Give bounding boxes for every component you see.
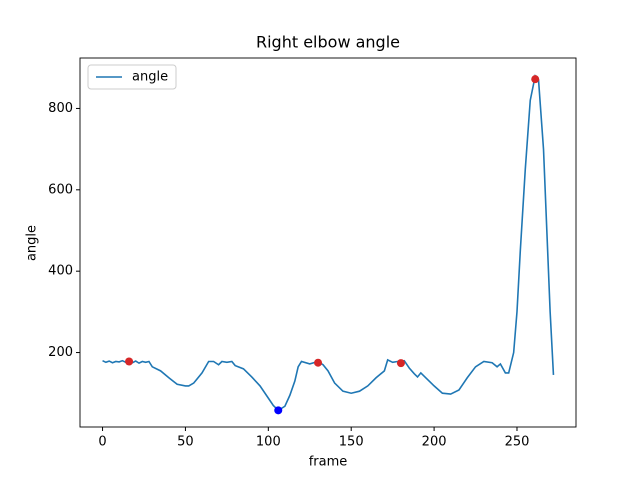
x-tick-label: 200 [422, 435, 447, 450]
x-tick-label: 150 [339, 435, 364, 450]
marker-point [274, 406, 283, 415]
x-tick-label: 50 [177, 435, 194, 450]
legend-box [87, 64, 177, 90]
marker-point [314, 358, 323, 367]
x-tick-label: 100 [256, 435, 281, 450]
marker-point [125, 357, 134, 366]
y-tick-label: 600 [48, 182, 73, 197]
y-tick-label: 800 [48, 101, 73, 116]
y-tick-label: 400 [48, 264, 73, 279]
x-axis-label: frame [309, 455, 348, 470]
legend-label: angle [132, 70, 168, 85]
axes-frame [79, 57, 577, 428]
y-tick-label: 200 [48, 345, 73, 360]
x-tick-label: 0 [98, 435, 106, 450]
marker-point [396, 359, 405, 368]
y-axis-label: angle [25, 225, 40, 261]
line [102, 74, 555, 412]
chart-title: Right elbow angle [256, 33, 400, 52]
marker-point [531, 75, 540, 84]
x-tick-label: 250 [505, 435, 530, 450]
